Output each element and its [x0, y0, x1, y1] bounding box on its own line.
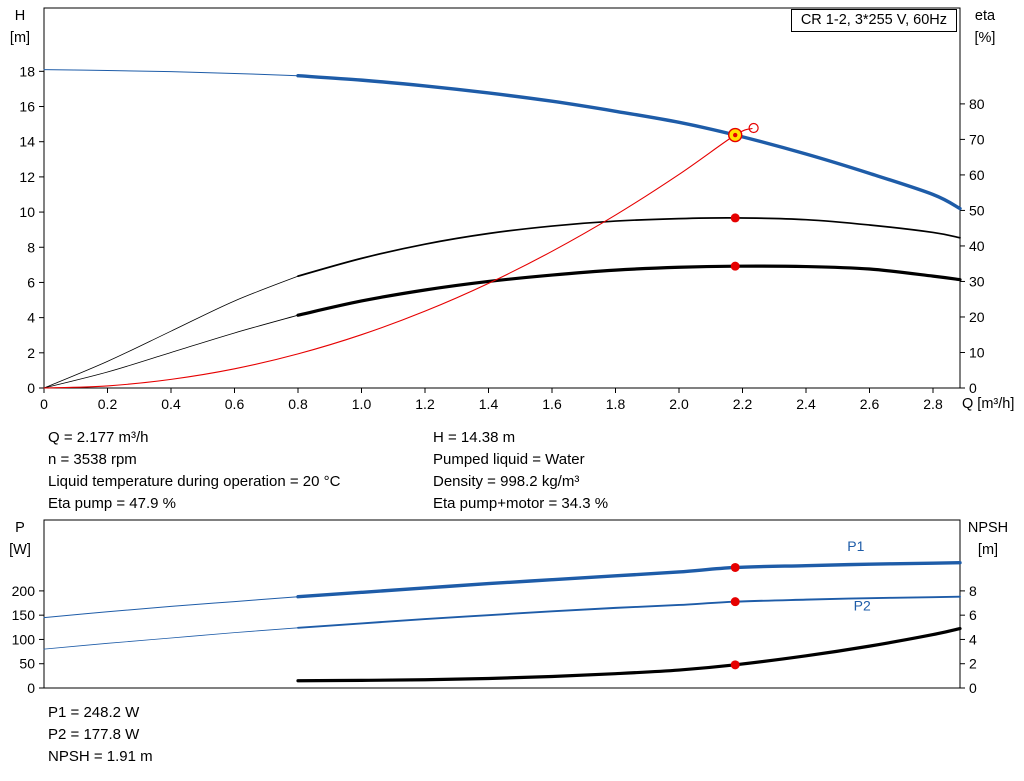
hq-eta-chart: 0 2 4 6 8 10 12 14 16 18 0 10 20 30 40 50 60 70 80 0 0.2 0.4 0…	[19, 7, 985, 412]
duty-point-center	[733, 132, 738, 138]
left-axis-tick-label: 10	[19, 204, 35, 220]
eta-pump-motor-point	[730, 261, 740, 271]
right-axis-tick-label: 2	[969, 656, 977, 672]
left-axis-tick-label: 14	[19, 134, 35, 150]
info-pumped-liquid: Pumped liquid = Water	[433, 451, 585, 468]
left-axis-tick-label: 8	[27, 239, 35, 255]
right-axis-tick-label: 6	[969, 607, 977, 623]
eta-pump-motor-curve	[296, 264, 962, 317]
x-axis-tick-label: 2.0	[669, 396, 689, 412]
eta-pump-curve	[43, 275, 299, 389]
left-axis-tick-label: 100	[12, 631, 36, 647]
right-axis-tick-label: 0	[969, 680, 977, 696]
left-axis-tick-label: 0	[27, 680, 35, 696]
left-axis-tick-label: 12	[19, 169, 35, 185]
info-density: Density = 998.2 kg/m³	[433, 473, 580, 490]
p2-curve	[297, 595, 961, 629]
info-q: Q = 2.177 m³/h	[48, 429, 149, 446]
p1-point	[730, 562, 740, 572]
p2-series-label: P2	[854, 597, 871, 613]
x-axis-tick-label: 1.4	[479, 396, 499, 412]
info-head: H = 14.38 m	[433, 429, 516, 446]
x-axis-tick-label: 1.0	[352, 396, 372, 412]
left-axis-tick-label: 50	[19, 656, 35, 672]
plot-frame	[43, 519, 961, 689]
npsh-curve	[296, 626, 962, 683]
x-axis-tick-label: 0.6	[225, 396, 245, 412]
left-axis-tick-label: 16	[19, 99, 35, 115]
h-axis-symbol: H	[14, 8, 26, 24]
x-axis-tick-label: 1.8	[606, 396, 626, 412]
left-axis-tick-label: 0	[27, 380, 35, 396]
x-axis-tick-label: 1.2	[415, 396, 435, 412]
p2-point	[730, 597, 740, 607]
x-axis-tick-label: 2.6	[860, 396, 880, 412]
plot-frame	[43, 7, 961, 389]
p1-curve	[43, 596, 299, 619]
info-eta-pump: Eta pump = 47.9 %	[48, 495, 176, 512]
right-axis-tick-label: 20	[969, 309, 985, 325]
npsh-axis-label: NPSH [m]	[958, 517, 1018, 561]
p2-curve	[43, 627, 299, 650]
operating-data-left: Q = 2.177 m³/h n = 3538 rpm Liquid tempe…	[48, 427, 340, 515]
q-axis-label: Q [m³/h]	[962, 396, 1015, 412]
left-axis-tick-label: 2	[27, 345, 35, 361]
eta-axis-label: eta [%]	[962, 5, 1008, 49]
right-axis-tick-label: 60	[969, 167, 985, 183]
npsh-axis-symbol: NPSH	[967, 520, 1009, 536]
info-speed: n = 3538 rpm	[48, 451, 137, 468]
info-liquid-temperature: Liquid temperature during operation = 20…	[48, 473, 341, 490]
p-axis-label: P [W]	[0, 517, 40, 561]
left-axis-tick-label: 150	[12, 607, 36, 623]
right-axis-tick-label: 4	[969, 631, 977, 647]
x-axis-tick-label: 0.2	[98, 396, 118, 412]
system-curve	[43, 127, 753, 389]
x-axis-tick-label: 2.4	[796, 396, 816, 412]
right-axis-tick-label: 8	[969, 583, 977, 599]
x-axis-tick-label: 0.4	[161, 396, 181, 412]
head-curve	[296, 74, 962, 211]
right-axis-tick-label: 50	[969, 202, 985, 218]
system-curve-end-point	[748, 122, 759, 134]
eta-axis-unit: [%]	[974, 30, 996, 46]
right-axis-tick-label: 0	[969, 380, 977, 396]
x-axis-tick-label: 2.8	[923, 396, 943, 412]
info-npsh: NPSH = 1.91 m	[48, 748, 153, 765]
left-axis-tick-label: 18	[19, 63, 35, 79]
eta-pump-curve	[297, 216, 961, 277]
info-eta-pump-motor: Eta pump+motor = 34.3 %	[433, 495, 609, 512]
right-axis-tick-label: 10	[969, 344, 985, 360]
left-axis-tick-label: 4	[27, 310, 35, 326]
right-axis-tick-label: 40	[969, 238, 985, 254]
p-axis-symbol: P	[15, 520, 25, 536]
right-axis-tick-label: 70	[969, 131, 985, 147]
npsh-point	[730, 660, 740, 670]
eta-pump-motor-curve	[43, 314, 299, 389]
p1-series-label: P1	[847, 538, 864, 554]
left-axis-tick-label: 200	[12, 583, 36, 599]
eta-axis-symbol: eta	[974, 8, 996, 24]
power-npsh-chart: 0 50 100 150 200 0 2 4 6 8 P1 P2	[12, 519, 977, 696]
h-axis-label: H [m]	[0, 5, 40, 49]
p1-curve	[296, 561, 962, 599]
npsh-axis-unit: [m]	[977, 542, 999, 558]
p-axis-unit: [W]	[9, 542, 31, 558]
right-axis-tick-label: 30	[969, 273, 985, 289]
eta-pump-point	[730, 213, 740, 223]
x-axis-tick-label: 1.6	[542, 396, 562, 412]
x-axis-tick-label: 0	[40, 396, 48, 412]
x-axis-tick-label: 0.8	[288, 396, 308, 412]
pump-model-box: CR 1-2, 3*255 V, 60Hz	[790, 9, 957, 32]
x-axis-tick-label: 2.2	[733, 396, 753, 412]
info-p2: P2 = 177.8 W	[48, 726, 140, 743]
h-axis-unit: [m]	[9, 30, 31, 46]
operating-data-right: H = 14.38 m Pumped liquid = Water Densit…	[433, 427, 608, 515]
info-p1: P1 = 248.2 W	[48, 704, 140, 721]
head-curve	[43, 69, 299, 77]
right-axis-tick-label: 80	[969, 96, 985, 112]
left-axis-tick-label: 6	[27, 274, 35, 290]
power-npsh-data: P1 = 248.2 W P2 = 177.8 W NPSH = 1.91 m	[48, 702, 153, 768]
